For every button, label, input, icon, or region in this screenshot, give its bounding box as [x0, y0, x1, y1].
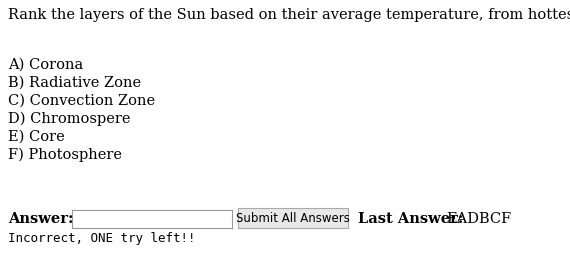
Text: EADBCF: EADBCF [446, 212, 511, 226]
Text: E) Core: E) Core [8, 130, 65, 144]
Text: Submit All Answers: Submit All Answers [236, 212, 350, 225]
Text: Rank the layers of the Sun based on their average temperature, from hottest to c: Rank the layers of the Sun based on thei… [8, 8, 570, 22]
Text: Answer:: Answer: [8, 212, 74, 226]
Text: A) Corona: A) Corona [8, 58, 83, 72]
Text: C) Convection Zone: C) Convection Zone [8, 94, 155, 108]
Text: Last Answer:: Last Answer: [358, 212, 463, 226]
Text: B) Radiative Zone: B) Radiative Zone [8, 76, 141, 90]
Text: D) Chromospere: D) Chromospere [8, 112, 131, 126]
Text: Incorrect, ONE try left!!: Incorrect, ONE try left!! [8, 232, 196, 245]
Text: F) Photosphere: F) Photosphere [8, 148, 122, 162]
